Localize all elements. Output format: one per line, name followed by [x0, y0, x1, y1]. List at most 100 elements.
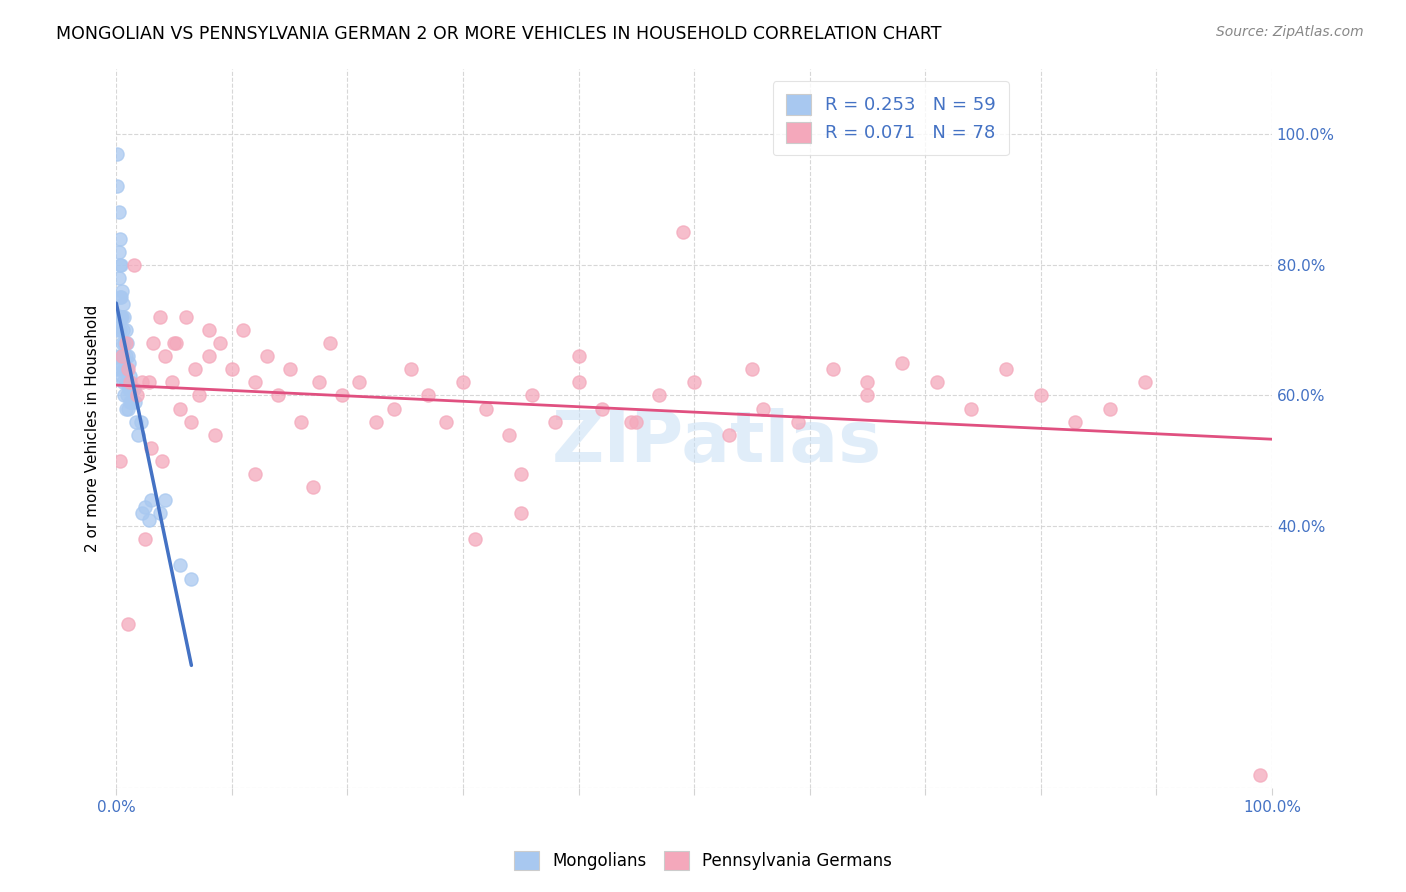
Point	[153, 349, 176, 363]
Point	[418, 388, 440, 402]
Point	[188, 388, 211, 402]
Point	[114, 376, 136, 390]
Point	[1249, 767, 1271, 781]
Point	[112, 310, 135, 324]
Point	[139, 493, 162, 508]
Point	[149, 506, 172, 520]
Point	[117, 349, 139, 363]
Point	[256, 349, 278, 363]
Point	[567, 376, 589, 390]
Point	[221, 362, 243, 376]
Point	[163, 336, 186, 351]
Point	[120, 395, 142, 409]
Point	[509, 467, 531, 481]
Point	[451, 376, 474, 390]
Point	[117, 401, 139, 416]
Point	[626, 415, 648, 429]
Point	[108, 231, 131, 245]
Point	[121, 395, 143, 409]
Point	[107, 323, 129, 337]
Point	[856, 376, 879, 390]
Point	[278, 362, 301, 376]
Point	[891, 356, 914, 370]
Point	[648, 388, 671, 402]
Point	[522, 388, 544, 402]
Point	[960, 401, 983, 416]
Point	[112, 388, 135, 402]
Point	[110, 290, 132, 304]
Point	[110, 349, 132, 363]
Point	[180, 572, 202, 586]
Point	[308, 376, 330, 390]
Point	[1064, 415, 1087, 429]
Point	[174, 310, 197, 324]
Point	[114, 323, 136, 337]
Point	[120, 368, 142, 383]
Point	[110, 258, 132, 272]
Point	[111, 310, 134, 324]
Point	[741, 362, 763, 376]
Point	[1133, 376, 1156, 390]
Point	[108, 258, 131, 272]
Point	[111, 336, 134, 351]
Point	[184, 362, 207, 376]
Point	[463, 533, 485, 547]
Point	[115, 362, 138, 376]
Point	[138, 513, 160, 527]
Point	[122, 382, 145, 396]
Point	[131, 376, 153, 390]
Point	[995, 362, 1018, 376]
Point	[591, 401, 613, 416]
Point	[107, 270, 129, 285]
Point	[111, 284, 134, 298]
Point	[107, 244, 129, 259]
Point	[124, 395, 146, 409]
Point	[498, 427, 520, 442]
Point	[111, 349, 134, 363]
Legend: R = 0.253   N = 59, R = 0.071   N = 78: R = 0.253 N = 59, R = 0.071 N = 78	[773, 81, 1008, 155]
Point	[112, 297, 135, 311]
Point	[139, 441, 162, 455]
Point	[347, 376, 370, 390]
Point	[301, 480, 323, 494]
Point	[118, 356, 141, 370]
Point	[821, 362, 844, 376]
Point	[122, 258, 145, 272]
Point	[112, 376, 135, 390]
Point	[619, 415, 641, 429]
Point	[149, 310, 172, 324]
Point	[117, 376, 139, 390]
Point	[107, 310, 129, 324]
Point	[204, 427, 226, 442]
Point	[125, 415, 148, 429]
Point	[319, 336, 342, 351]
Point	[108, 290, 131, 304]
Point	[787, 415, 810, 429]
Point	[134, 500, 156, 514]
Point	[134, 533, 156, 547]
Point	[180, 415, 202, 429]
Point	[131, 506, 153, 520]
Point	[112, 349, 135, 363]
Point	[114, 349, 136, 363]
Point	[153, 493, 176, 508]
Point	[120, 376, 142, 390]
Point	[544, 415, 567, 429]
Point	[107, 362, 129, 376]
Text: MONGOLIAN VS PENNSYLVANIA GERMAN 2 OR MORE VEHICLES IN HOUSEHOLD CORRELATION CHA: MONGOLIAN VS PENNSYLVANIA GERMAN 2 OR MO…	[56, 25, 942, 43]
Point	[107, 179, 129, 194]
Point	[567, 349, 589, 363]
Point	[382, 401, 405, 416]
Legend: Mongolians, Pennsylvania Germans: Mongolians, Pennsylvania Germans	[508, 844, 898, 877]
Point	[925, 376, 948, 390]
Point	[108, 454, 131, 468]
Point	[127, 427, 149, 442]
Point	[197, 323, 219, 337]
Point	[267, 388, 290, 402]
Point	[112, 336, 135, 351]
Point	[142, 336, 165, 351]
Point	[160, 376, 183, 390]
Point	[114, 336, 136, 351]
Point	[717, 427, 740, 442]
Point	[243, 376, 266, 390]
